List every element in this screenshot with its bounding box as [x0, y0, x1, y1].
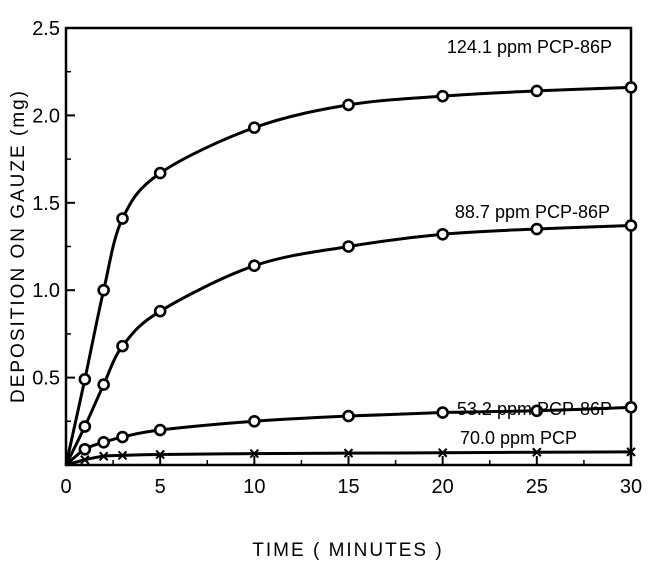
data-point-x-marker	[155, 449, 165, 460]
x-tick-label: 30	[620, 476, 642, 498]
x-tick-label: 15	[337, 476, 359, 498]
data-point-circle	[153, 166, 167, 180]
data-point-circle	[78, 442, 92, 456]
data-point-circle	[248, 414, 261, 428]
y-tick-label: 2.0	[32, 105, 60, 127]
data-point-circle	[248, 259, 261, 273]
data-point-circle	[78, 420, 92, 433]
data-point-circle	[342, 98, 355, 112]
data-point-circle	[116, 430, 129, 444]
data-point-circle	[153, 304, 167, 318]
x-tick-label: 10	[243, 476, 265, 498]
x-axis-title: TIME ( MINUTES )	[252, 540, 443, 561]
axes-layer: 0 5 10 15 20 25 30 0.5 1.0 1.5 2.0 2.5	[32, 18, 642, 498]
y-tick-label: 0.5	[32, 368, 60, 390]
data-point-circle	[342, 409, 355, 423]
data-point-circle	[116, 339, 129, 353]
data-point-x-marker	[249, 448, 260, 459]
data-point-circle	[97, 378, 110, 391]
y-tick-label: 1.5	[32, 193, 60, 215]
data-point-circle	[97, 435, 110, 449]
data-point-x-marker	[532, 447, 542, 457]
data-point-circle	[248, 121, 261, 134]
labels-layer: 124.1 ppm PCP-86P 88.7 ppm PCP-86P 53.2 pp…	[447, 37, 612, 448]
series-line	[64, 224, 632, 466]
y-axis-title: DEPOSITION ON GAUZE (mg)	[8, 89, 29, 403]
data-point-circle	[530, 404, 544, 418]
data-point-x-marker	[343, 448, 354, 458]
data-point-circle	[97, 283, 110, 297]
data-point-x-marker	[626, 447, 636, 457]
data-point-circle	[78, 373, 92, 386]
data-point-circle	[624, 219, 638, 232]
data-point-circle	[530, 222, 544, 236]
data-point-circle	[116, 212, 129, 225]
series-line	[64, 85, 632, 466]
data-point-circle	[436, 89, 449, 103]
series-label: 88.7 ppm PCP-86P	[455, 202, 610, 222]
series-label: 53.2 ppm PCP-86P	[457, 399, 612, 419]
data-point-circle	[153, 423, 167, 437]
data-point-circle	[624, 401, 638, 414]
y-tick-label: 2.5	[32, 18, 60, 40]
data-point-x-marker	[437, 448, 448, 458]
data-point-circle	[436, 406, 449, 419]
series-label: 70.0 ppm PCP	[460, 428, 577, 448]
series-layer	[64, 81, 638, 467]
data-point-circle	[342, 240, 355, 253]
data-point-circle	[530, 84, 544, 98]
data-point-x-marker	[98, 451, 109, 461]
series-line	[65, 450, 632, 467]
x-tick-label: 0	[60, 476, 71, 498]
data-point-circle	[624, 81, 638, 94]
x-tick-label: 25	[526, 476, 548, 498]
data-point-circle	[436, 227, 449, 241]
data-point-x-marker	[117, 450, 128, 461]
x-tick-label: 5	[155, 476, 166, 498]
y-tick-label: 1.0	[32, 280, 60, 302]
data-point-x-marker	[80, 455, 90, 465]
series-label: 124.1 ppm PCP-86P	[447, 37, 612, 57]
x-tick-label: 20	[432, 476, 454, 498]
